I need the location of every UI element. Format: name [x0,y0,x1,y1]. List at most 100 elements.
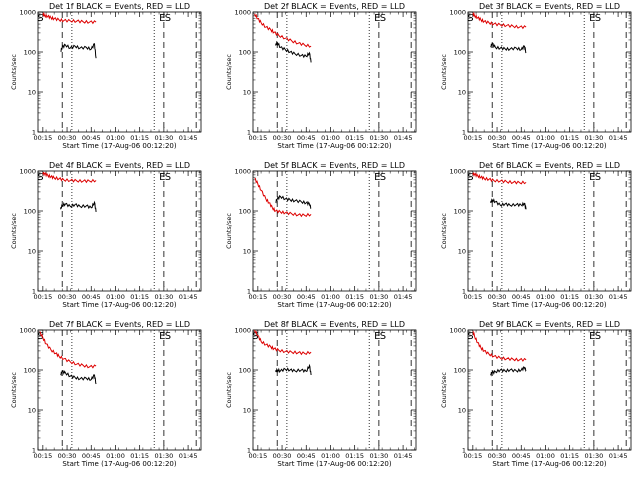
y-tick-label: 1 [462,447,466,455]
x-axis-label: Start Time (17-Aug-06 00:12:20) [277,301,391,309]
panel-title: Det 8f BLACK = Events, RED = LLD [264,320,405,329]
y-tick-label: 1000 [234,327,251,335]
plot-frame [252,11,417,133]
x-tick-label: 01:00 [321,134,340,142]
x-tick-label: 01:30 [585,134,604,142]
series-line-lld [39,331,97,369]
series-line-events [490,42,527,54]
marker-label-s: S [595,13,601,24]
panel-det-8f: Det 8f BLACK = Events, RED = LLD 1 10 100 10… [225,320,417,468]
series-line-events [275,40,312,63]
x-tick-label: 01:15 [130,134,149,142]
panel-det-9f: Det 9f BLACK = Events, RED = LLD 1 10 100 10… [440,320,632,468]
marker-label-s: S [252,331,258,342]
x-tick-label: 01:45 [394,293,413,301]
panel-title: Det 2f BLACK = Events, RED = LLD [264,2,405,11]
x-tick-label: 00:15 [33,293,52,301]
x-tick-label: 01:45 [609,293,628,301]
plot-frame [467,329,632,451]
x-tick-label: 00:15 [248,134,267,142]
panel-title: Det 1f BLACK = Events, RED = LLD [49,2,190,11]
marker-label-s: S [37,172,43,183]
panel-det-6f: Det 6f BLACK = Events, RED = LLD 1 10 100 10… [440,161,632,309]
y-tick-label: 1 [32,129,36,137]
x-tick-label: 00:15 [33,134,52,142]
y-tick-label: 10 [458,89,466,97]
y-tick-label: 1 [462,129,466,137]
x-tick-label: 00:30 [58,134,77,142]
marker-label-s: S [467,331,473,342]
series-line-lld [254,13,312,48]
x-tick-label: 00:15 [248,293,267,301]
plot-frame [252,170,417,292]
marker-label-s: S [595,172,601,183]
series-line-events [275,195,312,210]
y-tick-label: 1000 [449,9,466,17]
marker-label-e: E [374,172,380,183]
plot-frame [37,329,202,451]
plot-frame [37,170,202,292]
x-tick-label: 00:45 [82,452,101,460]
y-tick-label: 100 [454,367,466,375]
x-tick-label: 00:30 [273,293,292,301]
panel-det-2f: Det 2f BLACK = Events, RED = LLD 1 10 100 10… [225,2,417,150]
y-tick-label: 1 [247,129,251,137]
series-line-lld [472,172,527,185]
marker-label-s: S [37,13,43,24]
y-axis-label: Counts/sec [225,213,233,249]
x-tick-label: 01:15 [560,293,579,301]
series-line-events [60,369,97,385]
y-tick-label: 1 [462,288,466,296]
panel-det-5f: Det 5f BLACK = Events, RED = LLD 1 10 100 10… [225,161,417,309]
x-tick-label: 01:30 [370,293,389,301]
x-tick-label: 01:45 [609,134,628,142]
y-axis-label: Counts/sec [440,372,448,408]
panel-title: Det 3f BLACK = Events, RED = LLD [479,2,620,11]
y-tick-label: 1 [247,447,251,455]
x-tick-label: 00:45 [82,293,101,301]
x-tick-label: 00:30 [488,452,507,460]
x-tick-label: 01:15 [560,134,579,142]
x-axis-label: Start Time (17-Aug-06 00:12:20) [62,142,176,150]
series-line-lld [472,11,527,30]
marker-label-e: E [589,331,595,342]
x-tick-label: 00:45 [512,293,531,301]
x-tick-label: 01:45 [394,452,413,460]
x-tick-label: 01:45 [394,134,413,142]
series-line-lld [254,329,312,356]
x-tick-label: 00:30 [58,452,77,460]
x-tick-label: 00:30 [273,134,292,142]
marker-label-e: E [159,13,165,24]
x-axis-label: Start Time (17-Aug-06 00:12:20) [277,142,391,150]
y-tick-label: 100 [239,208,251,216]
series-line-events [60,200,97,212]
y-tick-label: 10 [243,407,251,415]
x-tick-label: 01:15 [130,452,149,460]
x-tick-label: 01:00 [321,293,340,301]
y-axis-label: Counts/sec [440,213,448,249]
x-tick-label: 01:00 [536,134,555,142]
y-tick-label: 10 [28,248,36,256]
plot-frame [252,329,417,451]
y-axis-label: Counts/sec [10,372,18,408]
x-tick-label: 01:00 [106,452,125,460]
y-axis-label: Counts/sec [10,54,18,90]
y-axis-label: Counts/sec [225,372,233,408]
series-line-events [275,363,312,376]
marker-label-e: E [159,331,165,342]
series-line-events [60,43,97,59]
panel-det-4f: Det 4f BLACK = Events, RED = LLD 1 10 100 10… [10,161,202,309]
x-tick-label: 00:15 [463,134,482,142]
x-tick-label: 00:45 [512,452,531,460]
x-tick-label: 01:30 [155,452,174,460]
x-tick-label: 01:00 [321,452,340,460]
x-tick-label: 01:30 [370,134,389,142]
panel-title: Det 7f BLACK = Events, RED = LLD [49,320,190,329]
marker-label-e: E [589,13,595,24]
y-tick-label: 10 [28,89,36,97]
plot-frame [467,170,632,292]
series-line-lld [254,178,312,218]
x-tick-label: 01:45 [179,452,198,460]
marker-label-e: E [589,172,595,183]
